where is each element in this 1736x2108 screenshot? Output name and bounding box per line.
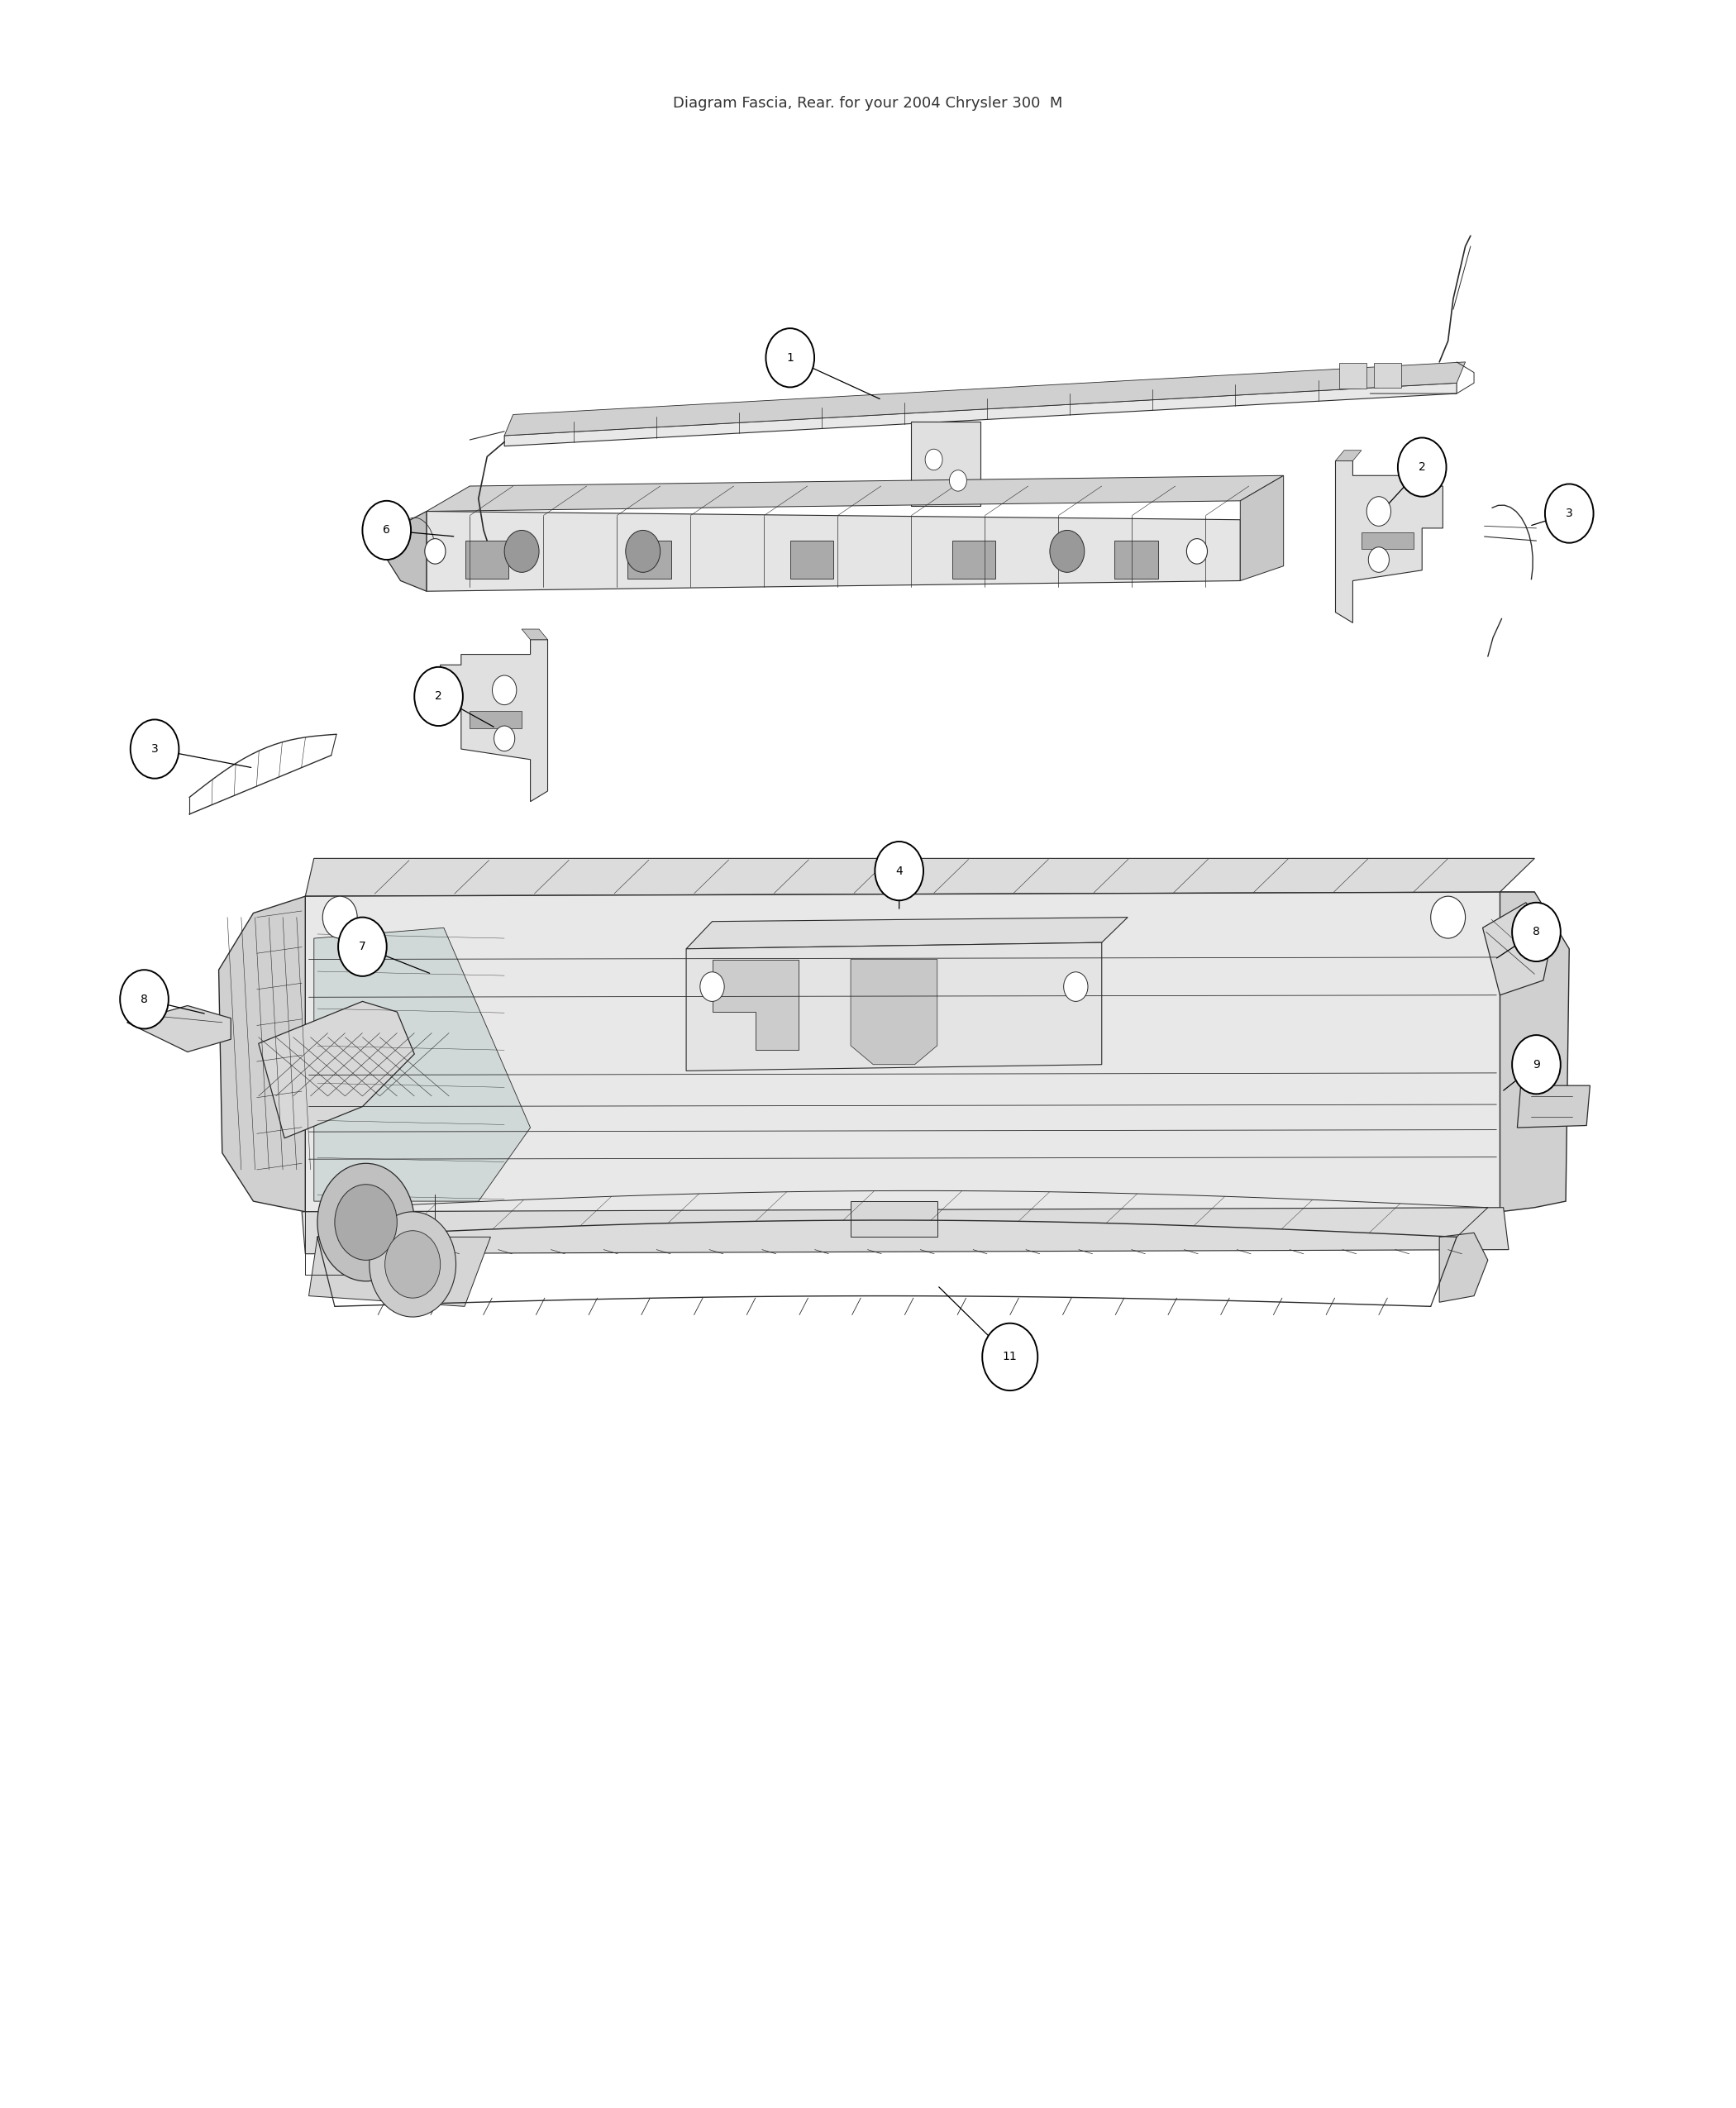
Text: 3: 3 [151,744,158,755]
Polygon shape [127,1006,231,1052]
Polygon shape [219,896,306,1212]
Circle shape [505,531,540,571]
Circle shape [120,970,168,1029]
Text: 7: 7 [359,940,366,953]
Polygon shape [1483,902,1552,995]
Polygon shape [1335,451,1361,462]
Polygon shape [470,710,523,727]
Circle shape [766,329,814,388]
Polygon shape [314,928,531,1202]
Polygon shape [1240,476,1283,580]
Polygon shape [851,959,937,1065]
Polygon shape [1115,542,1158,578]
Circle shape [425,540,446,565]
Text: 1: 1 [786,352,793,363]
Circle shape [1064,972,1088,1001]
Polygon shape [851,1202,937,1237]
Polygon shape [1373,363,1401,388]
Text: 8: 8 [1533,925,1540,938]
Circle shape [1368,548,1389,571]
Circle shape [925,449,943,470]
Circle shape [1430,896,1465,938]
Circle shape [1366,497,1391,527]
Text: 3: 3 [1566,508,1573,519]
Circle shape [1050,531,1085,571]
Polygon shape [1500,892,1569,1212]
Circle shape [370,1212,457,1318]
Polygon shape [505,384,1457,447]
Circle shape [950,470,967,491]
Circle shape [625,531,660,571]
Circle shape [700,972,724,1001]
Text: 2: 2 [436,691,443,702]
Polygon shape [427,476,1283,512]
Polygon shape [953,542,996,578]
Polygon shape [1439,1233,1488,1303]
Polygon shape [306,858,1535,896]
Text: 4: 4 [896,864,903,877]
Circle shape [323,896,358,938]
Circle shape [1545,485,1594,544]
Circle shape [1397,438,1446,497]
Polygon shape [427,512,1240,590]
Polygon shape [790,542,833,578]
Circle shape [1512,902,1561,961]
Circle shape [415,666,464,725]
Text: Diagram Fascia, Rear. for your 2004 Chrysler 300  M: Diagram Fascia, Rear. for your 2004 Chry… [674,95,1062,112]
Text: 6: 6 [384,525,391,535]
Polygon shape [1517,1086,1590,1128]
Polygon shape [384,512,427,590]
Text: 8: 8 [141,993,148,1006]
Circle shape [495,725,516,750]
Polygon shape [465,542,509,578]
Circle shape [1187,540,1207,565]
Polygon shape [686,917,1128,949]
Circle shape [1512,1035,1561,1094]
Circle shape [130,719,179,778]
Text: 11: 11 [1003,1351,1017,1362]
Text: 9: 9 [1533,1058,1540,1071]
Polygon shape [306,892,1535,1212]
Circle shape [335,1185,398,1261]
Polygon shape [309,1237,491,1307]
Circle shape [493,675,517,704]
Polygon shape [523,628,547,639]
Polygon shape [628,542,672,578]
Polygon shape [441,639,547,801]
Circle shape [875,841,924,900]
Circle shape [318,1164,415,1282]
Polygon shape [686,942,1102,1071]
Text: 2: 2 [1418,462,1425,472]
Polygon shape [1338,363,1366,388]
Polygon shape [302,1208,1509,1254]
Circle shape [339,917,387,976]
Polygon shape [911,422,981,506]
Polygon shape [505,363,1465,436]
Polygon shape [259,1001,415,1138]
Polygon shape [1335,462,1443,622]
Polygon shape [712,959,799,1050]
Polygon shape [1361,533,1413,550]
Circle shape [983,1324,1038,1391]
Circle shape [385,1231,441,1299]
Circle shape [363,502,411,561]
